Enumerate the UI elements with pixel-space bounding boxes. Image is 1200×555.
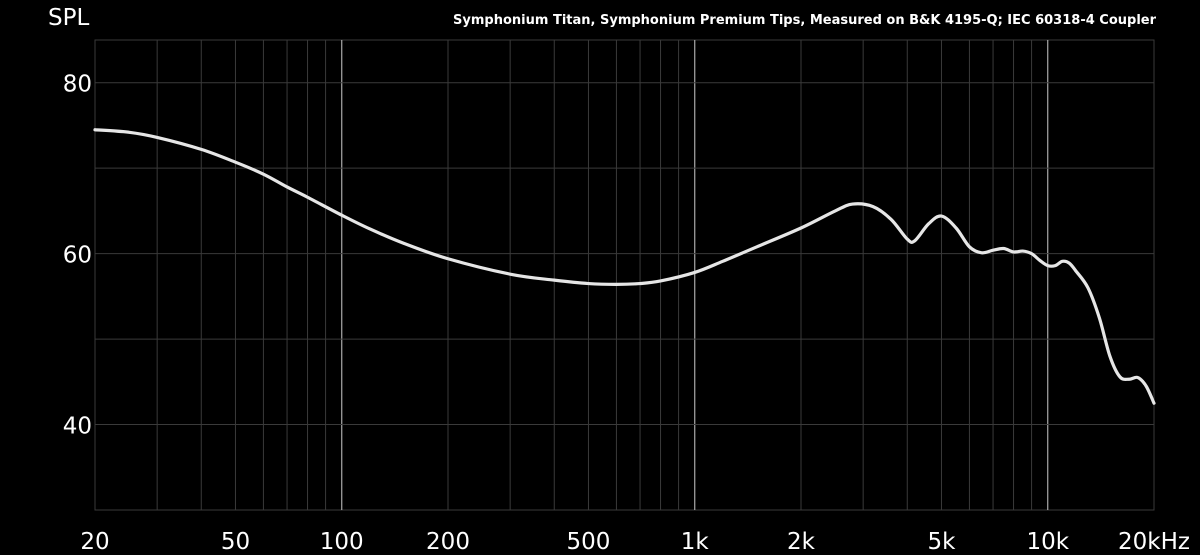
curve-layer bbox=[93, 128, 1156, 405]
x-tick-label: 5k bbox=[927, 529, 956, 555]
x-tick-label: 50 bbox=[221, 529, 250, 555]
chart-title: Symphonium Titan, Symphonium Premium Tip… bbox=[453, 13, 1157, 28]
x-tick-label: 10k bbox=[1026, 529, 1069, 555]
y-axis-label: SPL bbox=[48, 5, 89, 31]
x-tick-label: 500 bbox=[567, 529, 611, 555]
y-tick-label: 80 bbox=[63, 72, 92, 98]
y-tick-label: 60 bbox=[63, 243, 92, 269]
x-tick-label: 1k bbox=[681, 529, 710, 555]
plot-frame bbox=[94, 39, 1155, 511]
x-tick-label: 20 bbox=[80, 529, 109, 555]
y-tick-label: 40 bbox=[63, 414, 92, 440]
x-tick-label: 20kHz bbox=[1118, 529, 1190, 555]
x-tick-label: 2k bbox=[787, 529, 816, 555]
frequency-response-curve bbox=[93, 128, 1156, 405]
labels: 80 60 40 20 50 100 200 500 1k 2k 5k 10k 20kHz bbox=[63, 72, 1190, 555]
x-tick-label: 200 bbox=[426, 529, 470, 555]
x-tick-label: 100 bbox=[320, 529, 364, 555]
grid bbox=[94, 39, 1155, 511]
